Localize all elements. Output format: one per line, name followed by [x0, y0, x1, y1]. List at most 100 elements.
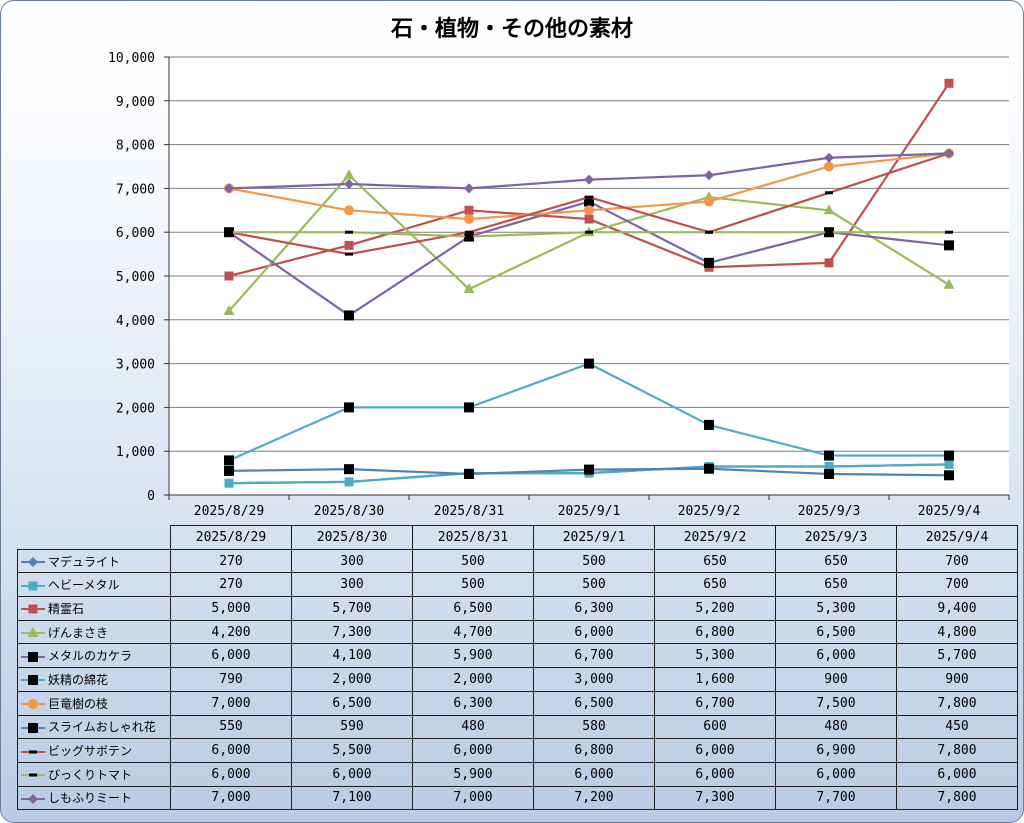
y-tick-label: 5,000 — [116, 270, 155, 285]
plot-area: 0 1,000 2,000 3,000 4,000 5,000 6,000 7,000 8,00… — [108, 51, 1010, 519]
series-name: しもふりミート — [48, 791, 133, 806]
table-value-cell: 900 — [775, 667, 897, 692]
y-tick-label: 6,000 — [116, 226, 155, 241]
table-corner — [18, 526, 171, 550]
data-point — [224, 271, 234, 281]
series-group — [224, 148, 954, 194]
data-point — [824, 468, 834, 479]
table-value-cell: 7,800 — [896, 785, 1018, 811]
series-name: ヘビーメタル — [48, 578, 120, 593]
table-value-cell: 650 — [775, 548, 897, 574]
table-value-cell: 590 — [291, 714, 413, 740]
series-group — [224, 358, 954, 466]
data-point — [704, 419, 714, 430]
table-header-cell: 2025/9/4 — [896, 525, 1018, 550]
table-value-cell: 5,000 — [170, 596, 292, 621]
data-point — [28, 581, 38, 591]
series-name-cell: ヘビーメタル — [17, 572, 171, 598]
series-name: げんまさき — [48, 625, 109, 640]
series-name: 巨竜樹の枝 — [48, 696, 109, 711]
data-table: 2025/8/29 2025/8/30 2025/8/31 2025/9/1 2025/… — [17, 525, 1018, 811]
table-value-cell: 7,000 — [170, 690, 292, 716]
x-tick-label: 2025/9/3 — [798, 504, 861, 519]
data-point — [344, 240, 354, 250]
series-name-cell: 巨竜樹の枝 — [17, 690, 171, 716]
table-row: げんまさき 4,200 7,300 4,700 6,000 6,800 6,500 4,800 — [17, 619, 1018, 645]
data-point — [704, 196, 714, 207]
table-value-cell: 7,300 — [654, 785, 776, 811]
table-row: ヘビーメタル 270 300 500 500 650 650 700 — [17, 572, 1018, 598]
chart-title: 石・植物・その他の素材 — [390, 17, 633, 42]
table-value-cell: 5,700 — [896, 643, 1018, 669]
table-row: ビッグサボテン 6,000 5,500 6,000 6,800 6,000 6,900 7,8… — [17, 738, 1018, 763]
table-value-cell: 650 — [775, 572, 897, 598]
data-point — [224, 478, 234, 488]
legend-key — [21, 773, 45, 777]
table-value-cell: 6,000 — [291, 761, 413, 787]
data-point — [27, 627, 39, 638]
series-name-cell: 精霊石 — [17, 596, 171, 621]
data-point — [584, 205, 594, 216]
data-point — [29, 750, 37, 754]
data-point — [28, 675, 38, 686]
table-value-cell: 5,300 — [775, 596, 897, 621]
legend-key — [21, 722, 45, 733]
data-point — [824, 450, 834, 461]
table-value-cell: 6,000 — [654, 761, 776, 787]
table-value-cell: 7,300 — [291, 619, 413, 645]
table-value-cell: 650 — [654, 572, 776, 598]
data-point — [344, 179, 354, 190]
data-point — [28, 722, 38, 733]
table-value-cell: 7,700 — [775, 785, 897, 811]
series-name: メタルのカケラ — [48, 649, 133, 664]
series-name: ビッグサボテン — [48, 744, 133, 759]
data-point — [464, 183, 474, 194]
data-point — [584, 464, 594, 475]
table-header-cell: 2025/9/2 — [654, 525, 776, 550]
table-value-cell: 6,000 — [775, 761, 897, 787]
table-value-cell: 6,300 — [412, 690, 534, 716]
table-value-cell: 6,500 — [533, 690, 655, 716]
table-value-cell: 3,000 — [533, 667, 655, 692]
data-point — [585, 195, 593, 199]
table-value-cell: 7,000 — [170, 785, 292, 811]
data-point — [344, 464, 354, 475]
data-point — [463, 283, 475, 294]
data-point — [464, 402, 474, 413]
table-header-cell: 2025/8/29 — [170, 525, 292, 550]
series-name-cell: マデュライト — [17, 548, 171, 574]
y-tick-label: 0 — [147, 489, 155, 504]
data-point — [344, 310, 354, 321]
data-point — [224, 455, 234, 466]
table-value-cell: 7,200 — [533, 785, 655, 811]
data-point — [944, 148, 954, 159]
series-group — [225, 230, 953, 239]
legend-key — [21, 793, 45, 804]
table-value-cell: 6,000 — [654, 738, 776, 763]
data-point — [943, 278, 955, 289]
data-point — [824, 258, 834, 268]
table-value-cell: 7,800 — [896, 690, 1018, 716]
data-point — [944, 78, 954, 88]
data-point — [704, 463, 714, 474]
table-value-cell: 6,000 — [533, 761, 655, 787]
data-point — [344, 402, 354, 413]
data-point — [584, 214, 594, 224]
table-value-cell: 6,000 — [412, 738, 534, 763]
table-value-cell: 500 — [412, 572, 534, 598]
table-value-cell: 600 — [654, 714, 776, 740]
table-header-cell: 2025/9/1 — [533, 525, 655, 550]
data-point — [345, 252, 353, 256]
table-value-cell: 6,500 — [291, 690, 413, 716]
data-point — [824, 462, 834, 472]
table-value-cell: 270 — [170, 548, 292, 574]
data-point — [29, 773, 37, 777]
table-value-cell: 500 — [412, 548, 534, 574]
data-point — [344, 477, 354, 487]
data-point — [944, 470, 954, 481]
table-value-cell: 5,700 — [291, 596, 413, 621]
data-point — [825, 230, 833, 234]
table-value-cell: 6,700 — [654, 690, 776, 716]
table-value-cell: 6,300 — [533, 596, 655, 621]
